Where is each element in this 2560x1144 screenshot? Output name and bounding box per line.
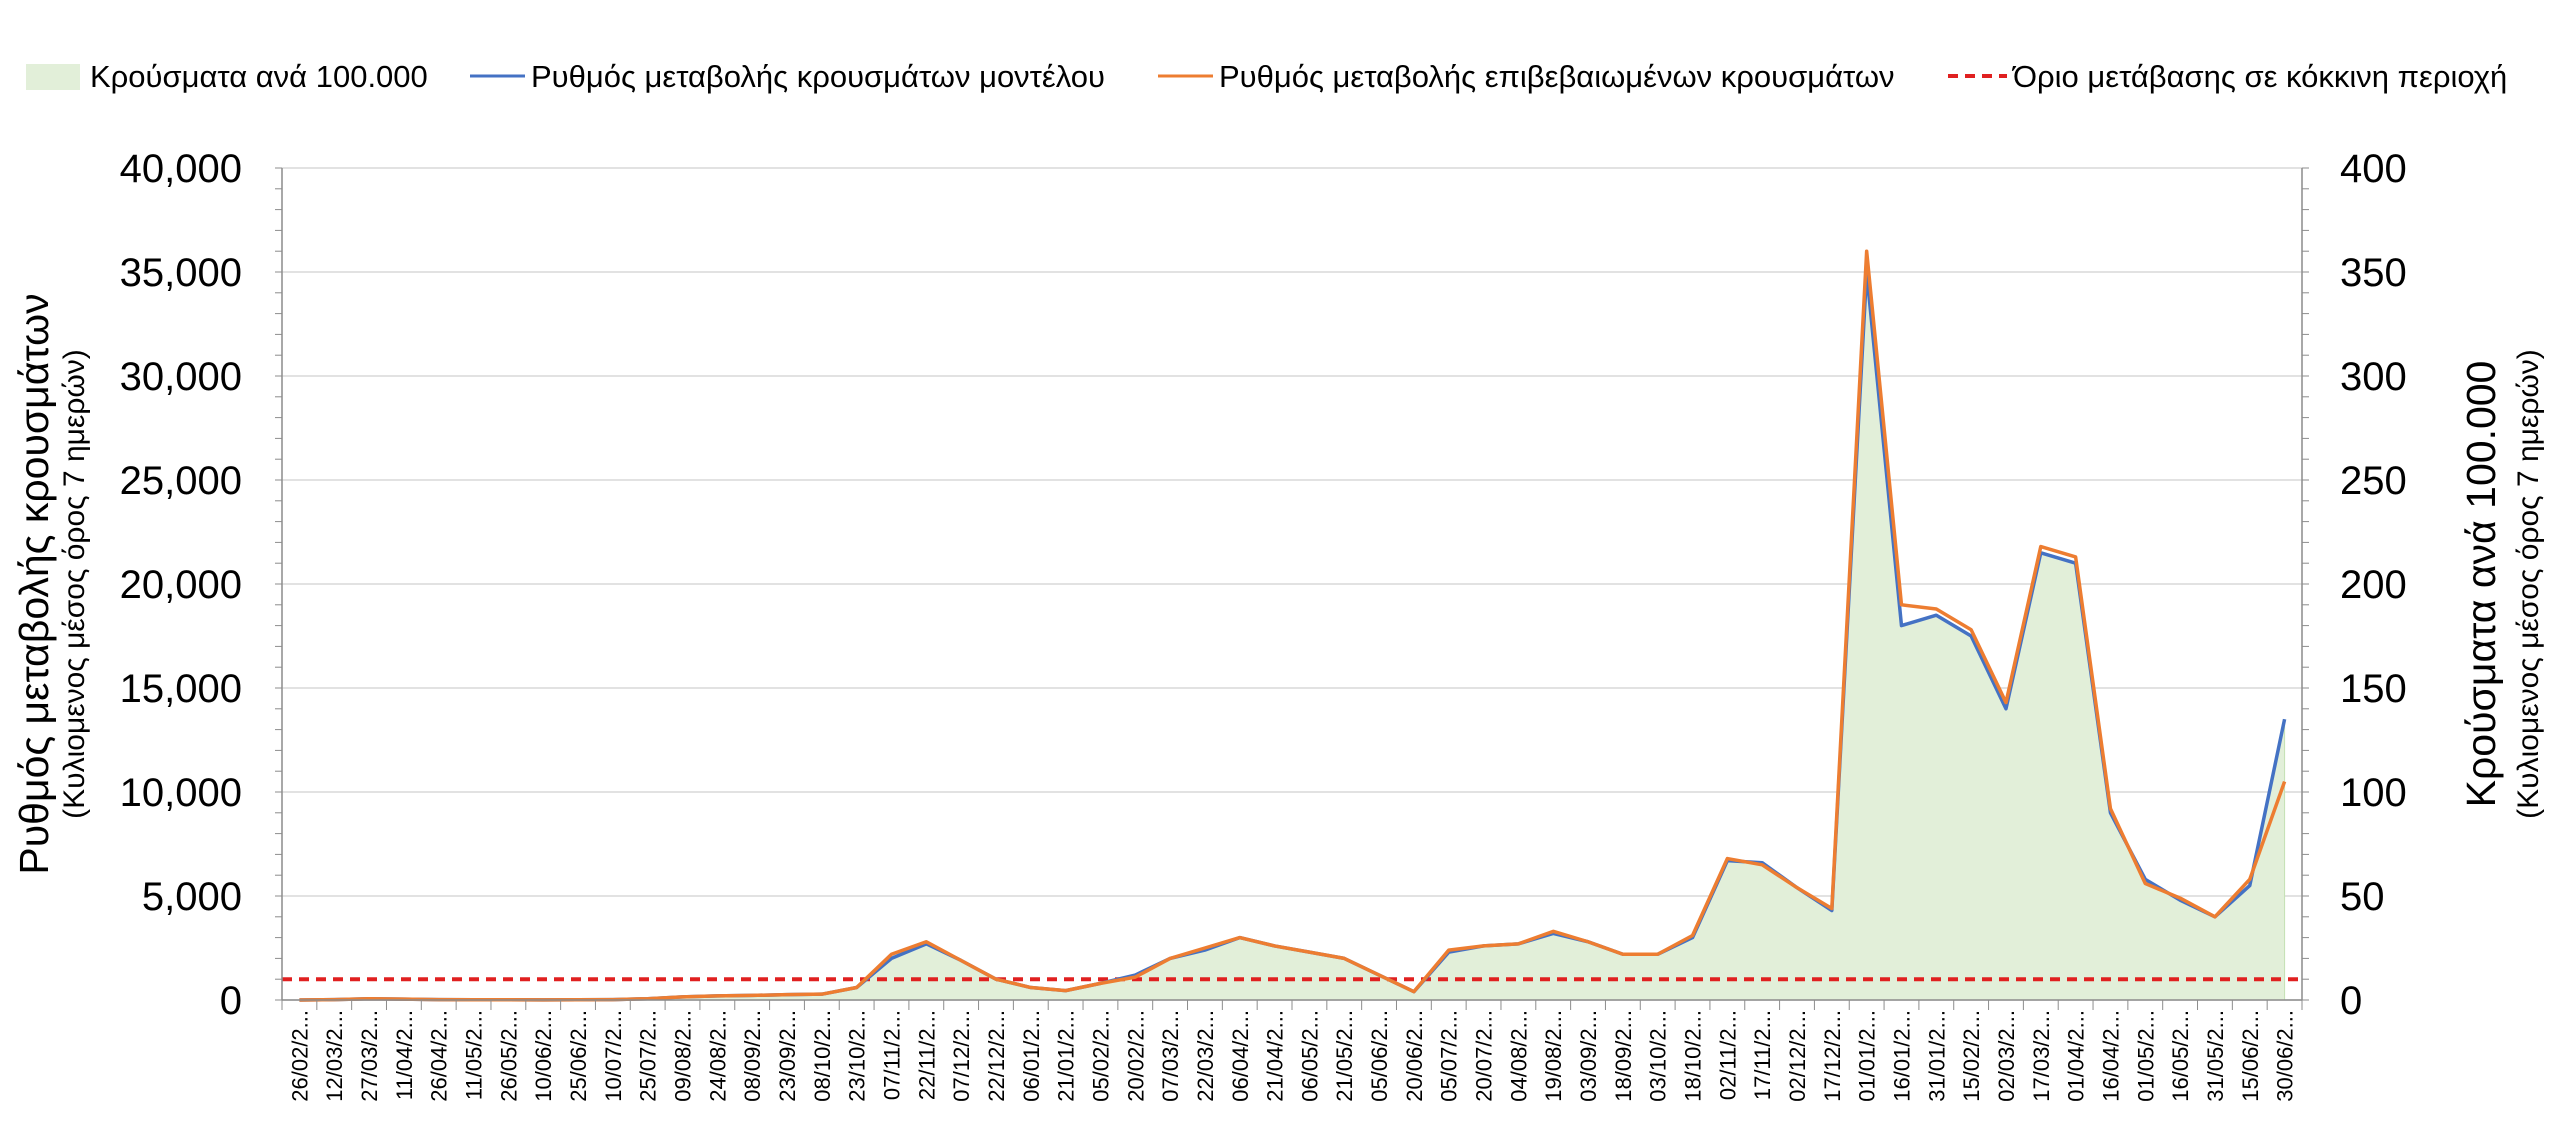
x-tick-label: 19/08/2... <box>1541 1010 1566 1102</box>
y-left-tick-label: 0 <box>220 979 242 1023</box>
y-right-axis-title: Κρούσματα ανά 100.000 <box>2458 361 2504 808</box>
x-tick-label: 21/05/2... <box>1332 1010 1357 1102</box>
x-tick-label: 21/04/2... <box>1263 1010 1288 1102</box>
x-tick-label: 17/03/2... <box>2029 1010 2054 1102</box>
x-tick-label: 15/02/2... <box>1959 1010 1984 1102</box>
y-left-tick-label: 5,000 <box>142 875 242 919</box>
x-tick-label: 26/04/2... <box>427 1010 452 1102</box>
x-tick-label: 31/01/2... <box>1924 1010 1949 1102</box>
x-tick-label: 03/10/2... <box>1646 1010 1671 1102</box>
x-tick-label: 31/05/2... <box>2203 1010 2228 1102</box>
x-tick-label: 11/05/2... <box>462 1010 487 1100</box>
legend-label-confirmed: Ρυθμός μεταβολής επιβεβαιωμένων κρουσμάτ… <box>1219 59 1895 94</box>
x-tick-label: 16/05/2... <box>2168 1010 2193 1102</box>
x-tick-label: 20/06/2... <box>1402 1010 1427 1102</box>
x-tick-label: 02/12/2... <box>1785 1010 1810 1102</box>
y-right-tick-label: 100 <box>2340 771 2407 815</box>
x-tick-label: 25/07/2... <box>636 1010 661 1102</box>
x-tick-label: 07/03/2... <box>1158 1010 1183 1102</box>
axes <box>275 167 2309 1010</box>
x-tick-label: 07/11/2... <box>879 1010 904 1100</box>
x-tick-label: 30/06/2... <box>2273 1010 2298 1102</box>
x-tick-label: 01/04/2... <box>2064 1010 2089 1102</box>
x-tick-label: 26/05/2... <box>496 1010 521 1102</box>
y-right-axis-subtitle: (Κυλιομενος μέσος όρος 7 ημερών) <box>2512 349 2545 819</box>
x-tick-label: 18/10/2... <box>1681 1010 1706 1102</box>
y-right-tick-label: 150 <box>2340 667 2407 711</box>
y-right-tick-label: 50 <box>2340 875 2385 919</box>
x-tick-label: 22/11/2... <box>914 1010 939 1100</box>
x-tick-label: 25/06/2... <box>566 1010 591 1102</box>
x-tick-label: 26/02/2... <box>287 1010 312 1102</box>
y-left-tick-label: 30,000 <box>120 355 242 399</box>
y-left-tick-label: 40,000 <box>120 147 242 191</box>
line-series <box>299 249 2287 1002</box>
x-tick-label: 20/07/2... <box>1472 1010 1497 1102</box>
x-tick-label: 23/09/2... <box>775 1010 800 1102</box>
y-left-tick-label: 25,000 <box>120 459 242 503</box>
x-tick-label: 07/12/2... <box>949 1010 974 1102</box>
x-tick-label: 27/03/2... <box>357 1010 382 1102</box>
x-tick-label: 10/06/2... <box>531 1010 556 1102</box>
x-tick-label: 20/02/2... <box>1123 1010 1148 1102</box>
x-tick-label: 24/08/2... <box>705 1010 730 1102</box>
x-tick-label: 16/01/2... <box>1889 1010 1914 1102</box>
x-tick-label: 16/04/2... <box>2098 1010 2123 1102</box>
legend: Κρούσματα ανά 100.000 Ρυθμός μεταβολής κ… <box>26 59 2507 94</box>
x-tick-label: 08/10/2... <box>810 1010 835 1102</box>
x-tick-label: 15/06/2... <box>2238 1010 2263 1102</box>
x-tick-label: 22/03/2... <box>1193 1010 1218 1102</box>
x-tick-label: 02/11/2... <box>1715 1010 1740 1100</box>
legend-label-cases: Κρούσματα ανά 100.000 <box>90 59 428 94</box>
x-tick-label: 12/03/2... <box>322 1010 347 1102</box>
x-tick-label: 11/04/2... <box>392 1010 417 1100</box>
series-area-cases-per-100k <box>299 271 2286 1001</box>
x-tick-label: 09/08/2... <box>671 1010 696 1102</box>
y-right-tick-labels: 0 50 100 150 200 250 300 350 400 <box>2340 147 2407 1023</box>
y-left-tick-label: 15,000 <box>120 667 242 711</box>
x-tick-label: 08/09/2... <box>740 1010 765 1102</box>
legend-swatch-cases <box>26 64 80 90</box>
series-line-confirmed <box>299 249 2287 1002</box>
y-left-tick-label: 10,000 <box>120 771 242 815</box>
cases-area-series <box>299 271 2286 1001</box>
x-tick-label: 06/05/2... <box>1297 1010 1322 1102</box>
x-tick-label: 23/10/2... <box>845 1010 870 1102</box>
y-left-tick-label: 35,000 <box>120 251 242 295</box>
x-tick-label: 22/12/2... <box>984 1010 1009 1102</box>
x-tick-label: 04/08/2... <box>1506 1010 1531 1102</box>
x-tick-label: 18/09/2... <box>1611 1010 1636 1102</box>
x-tick-label: 03/09/2... <box>1576 1010 1601 1102</box>
y-right-tick-label: 250 <box>2340 459 2407 503</box>
y-right-tick-label: 200 <box>2340 563 2407 607</box>
legend-label-model: Ρυθμός μεταβολής κρουσμάτων μοντέλου <box>531 59 1105 94</box>
y-left-tick-label: 20,000 <box>120 563 242 607</box>
x-tick-label: 02/03/2... <box>1994 1010 2019 1102</box>
x-tick-label: 05/06/2... <box>1367 1010 1392 1102</box>
legend-label-threshold: Όριο μετάβασης σε κόκκινη περιοχή <box>2011 59 2507 94</box>
x-tick-label: 01/05/2... <box>2133 1010 2158 1102</box>
x-tick-labels: 26/02/2... 12/03/2... 27/03/2... 11/04/2...… <box>287 1010 2297 1102</box>
y-right-tick-label: 400 <box>2340 147 2407 191</box>
y-left-axis-title: Ρυθμός μεταβολής κρουσμάτων <box>11 293 57 874</box>
x-tick-label: 17/12/2... <box>1820 1010 1845 1102</box>
y-right-tick-label: 350 <box>2340 251 2407 295</box>
y-left-axis-subtitle: (Κυλιομενος μέσος όρος 7 ημερών) <box>58 349 91 819</box>
y-right-tick-label: 300 <box>2340 355 2407 399</box>
x-tick-label: 06/01/2... <box>1019 1010 1044 1102</box>
x-tick-label: 17/11/2... <box>1750 1010 1775 1100</box>
x-tick-label: 06/04/2... <box>1228 1010 1253 1102</box>
x-tick-label: 05/02/2... <box>1088 1010 1113 1102</box>
x-tick-label: 05/07/2... <box>1437 1010 1462 1102</box>
y-right-tick-label: 0 <box>2340 979 2362 1023</box>
y-left-tick-labels: 0 5,000 10,000 15,000 20,000 25,000 30,000 35,0… <box>120 147 242 1023</box>
x-tick-label: 10/07/2... <box>601 1010 626 1102</box>
x-tick-label: 21/01/2... <box>1054 1010 1079 1102</box>
x-tick-label: 01/01/2... <box>1855 1010 1880 1102</box>
